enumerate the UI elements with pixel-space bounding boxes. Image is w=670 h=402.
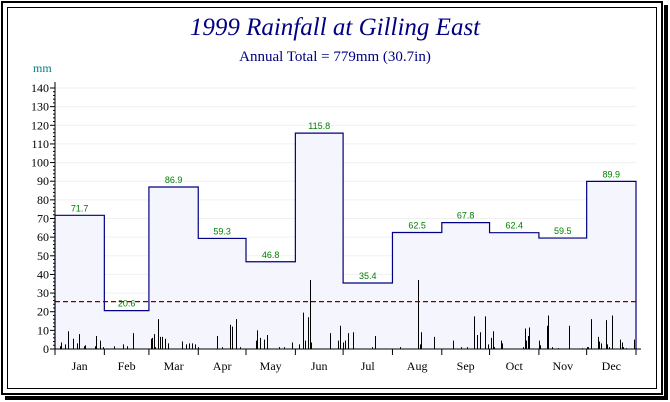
- y-tick-label: 100: [31, 156, 49, 170]
- monthly-total-label: 62.5: [408, 220, 426, 230]
- monthly-fill: [55, 133, 636, 349]
- monthly-total-label: 20.6: [118, 299, 136, 309]
- monthly-total-label: 67.8: [457, 211, 475, 221]
- y-tick-label: 30: [37, 286, 49, 300]
- y-tick-label: 10: [37, 323, 49, 337]
- chart-title: 1999 Rainfall at Gilling East: [189, 14, 481, 41]
- monthly-total-label: 62.4: [505, 221, 523, 231]
- y-tick-label: 90: [37, 174, 49, 188]
- x-tick-label: May: [260, 359, 282, 373]
- x-tick-label: Sep: [457, 359, 475, 373]
- monthly-total-label: 89.9: [603, 169, 621, 179]
- x-tick-label: Nov: [552, 359, 573, 373]
- x-tick-label: Apr: [213, 359, 232, 373]
- monthly-total-label: 59.5: [554, 226, 572, 236]
- chart-subtitle: Annual Total = 779mm (30.7in): [239, 49, 431, 65]
- x-tick-label: Oct: [506, 359, 524, 373]
- x-tick-label: Jun: [311, 359, 328, 373]
- y-tick-label: 70: [37, 212, 49, 226]
- monthly-total-steps: [54, 132, 637, 349]
- x-tick-label: Jul: [361, 359, 376, 373]
- monthly-total-label: 46.8: [262, 250, 280, 260]
- y-tick-label: 130: [31, 100, 49, 114]
- inner-border: [7, 7, 657, 389]
- x-tick-label: Dec: [602, 359, 621, 373]
- y-tick-label: 140: [31, 81, 49, 95]
- x-tick-label: Feb: [118, 359, 136, 373]
- x-tick-label: Jan: [72, 359, 88, 373]
- y-tick-label: 40: [37, 267, 49, 281]
- y-axis-unit: mm: [33, 61, 52, 75]
- y-tick-label: 80: [37, 193, 49, 207]
- monthly-total-label: 115.8: [308, 121, 330, 131]
- y-tick-label: 60: [37, 230, 49, 244]
- monthly-total-label: 86.9: [165, 175, 183, 185]
- outer-border: [1, 1, 663, 395]
- monthly-total-label: 59.3: [213, 226, 231, 236]
- y-tick-label: 20: [37, 305, 49, 319]
- border-shadow: [5, 396, 668, 400]
- monthly-total-label: 35.4: [359, 271, 377, 281]
- border-shadow: [664, 5, 668, 399]
- y-tick-label: 0: [43, 342, 49, 356]
- y-tick-label: 50: [37, 249, 49, 263]
- y-tick-label: 110: [31, 137, 49, 151]
- monthly-total-label: 71.7: [71, 203, 89, 213]
- y-tick-label: 120: [31, 118, 49, 132]
- x-tick-label: Aug: [407, 359, 428, 373]
- x-tick-label: Mar: [164, 359, 184, 373]
